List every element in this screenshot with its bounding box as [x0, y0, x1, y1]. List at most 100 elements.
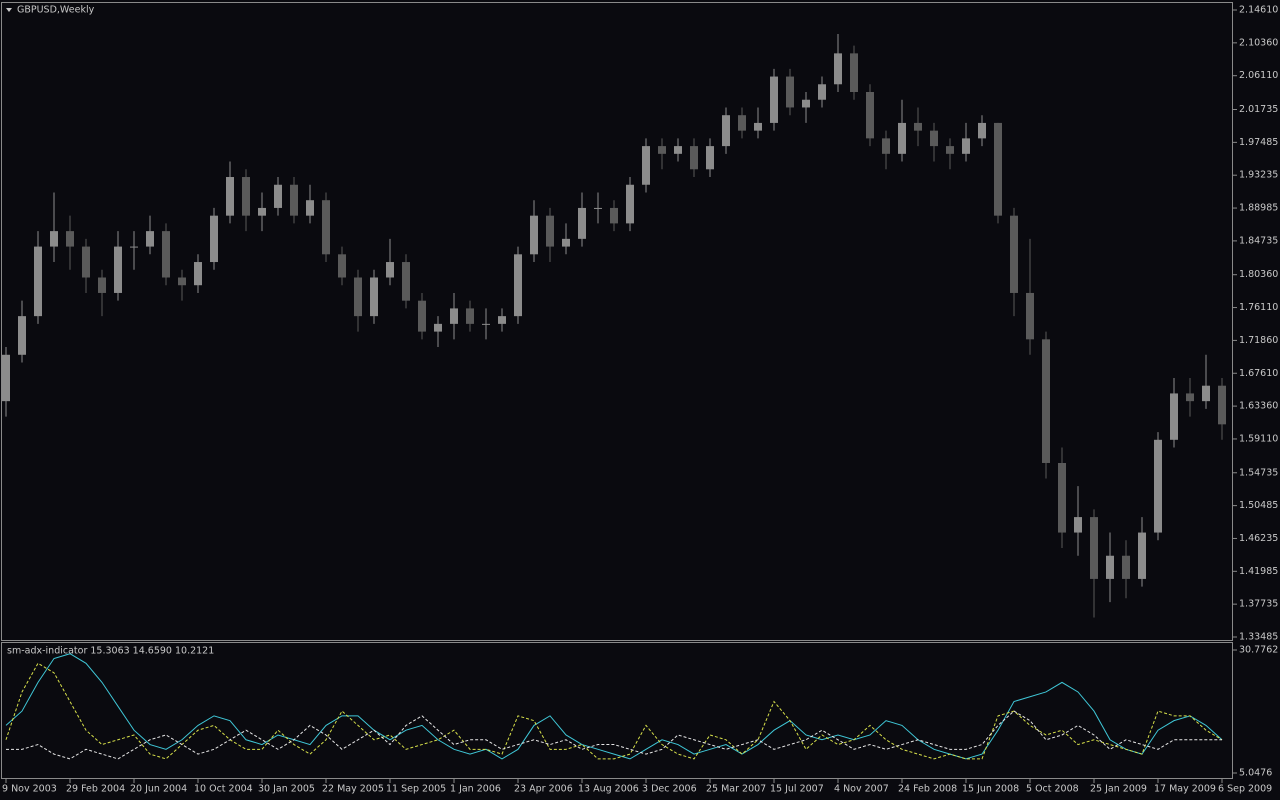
x-tick-label: 5 Oct 2008 — [1026, 784, 1079, 795]
candle-body — [146, 231, 154, 247]
x-tick-label: 20 Jun 2004 — [130, 784, 187, 795]
y-tick-label: 1.97485 — [1239, 137, 1278, 148]
y-tick-label: 1.63360 — [1239, 401, 1278, 412]
candle-body — [402, 262, 410, 301]
x-tick-label: 6 Sep 2009 — [1218, 784, 1272, 795]
candle-body — [450, 308, 458, 324]
candle-body — [978, 122, 986, 139]
indicator-panel — [1, 642, 1233, 779]
candle-body — [594, 207, 602, 209]
candle-body — [770, 76, 778, 123]
candle-body — [1074, 517, 1082, 533]
candle-body — [386, 262, 394, 278]
x-tick-label: 10 Oct 2004 — [194, 784, 253, 795]
y-tick-label: 1.84735 — [1239, 235, 1278, 246]
candle-body — [882, 138, 890, 154]
x-tick-label: 4 Nov 2007 — [834, 784, 889, 795]
candle-body — [66, 231, 74, 247]
candle-body — [1058, 462, 1066, 533]
candle-body — [1106, 555, 1114, 579]
x-tick-label: 3 Dec 2006 — [642, 784, 697, 795]
y-tick-label: 2.06110 — [1239, 70, 1278, 81]
candle-body — [674, 146, 682, 154]
candle-body — [946, 146, 954, 154]
x-tick-label: 1 Jan 2006 — [450, 784, 501, 795]
x-tick-label: 17 May 2009 — [1154, 784, 1216, 795]
candle-body — [610, 207, 618, 224]
candle-body — [498, 316, 506, 324]
candle-body — [898, 122, 906, 154]
candle-body — [546, 215, 554, 247]
candle-body — [50, 231, 58, 247]
x-tick-label: 23 Apr 2006 — [514, 784, 573, 795]
y-tick-label: 1.76110 — [1239, 302, 1278, 313]
candle-body — [786, 76, 794, 108]
candle-body — [802, 99, 810, 108]
candle-body — [18, 316, 26, 355]
candle-body — [866, 92, 874, 139]
candle-body — [290, 184, 298, 216]
candle-body — [930, 130, 938, 147]
y-tick-label: 1.41985 — [1239, 566, 1278, 577]
candle-body — [482, 323, 490, 325]
candle-body — [1042, 339, 1050, 463]
candle-body — [1170, 393, 1178, 440]
candle-body — [1138, 532, 1146, 579]
candle-body — [834, 53, 842, 85]
indicator-title: sm-adx-indicator 15.3063 14.6590 10.2121 — [7, 646, 214, 657]
candle-body — [114, 246, 122, 293]
y-tick-label: 1.54735 — [1239, 467, 1278, 478]
candle-body — [642, 146, 650, 185]
candle-body — [626, 184, 634, 224]
candle-body — [1202, 385, 1210, 402]
candle-body — [354, 277, 362, 317]
candle-body — [82, 246, 90, 278]
chart-title: GBPUSD,Weekly — [17, 5, 95, 16]
candle-body — [274, 184, 282, 208]
candle-body — [322, 200, 330, 255]
x-tick-label: 11 Sep 2005 — [386, 784, 446, 795]
candle-body — [130, 246, 138, 248]
candle-body — [178, 277, 186, 286]
x-tick-label: 9 Nov 2003 — [2, 784, 57, 795]
candle-body — [914, 122, 922, 131]
candle-body — [578, 207, 586, 239]
x-tick-label: 25 Jan 2009 — [1090, 784, 1147, 795]
y-tick-label: 2.14610 — [1239, 5, 1278, 16]
candle-body — [418, 300, 426, 332]
x-tick-label: 22 May 2005 — [322, 784, 384, 795]
candle-body — [98, 277, 106, 293]
candle-body — [658, 146, 666, 154]
candle-body — [514, 254, 522, 317]
y-tick-label: 1.33485 — [1239, 632, 1278, 643]
candle-body — [1218, 385, 1226, 425]
candle-body — [466, 308, 474, 324]
y-tick-label: 5.0476 — [1239, 768, 1272, 779]
y-tick-label: 30.7762 — [1239, 645, 1278, 656]
candle-body — [370, 277, 378, 317]
y-tick-label: 2.10360 — [1239, 37, 1278, 48]
candle-body — [1122, 555, 1130, 579]
candle-body — [226, 177, 234, 216]
candle-body — [1090, 517, 1098, 579]
y-tick-label: 1.37735 — [1239, 599, 1278, 610]
candle-body — [434, 323, 442, 332]
y-tick-label: 1.80360 — [1239, 269, 1278, 280]
candle-body — [722, 115, 730, 147]
price-panel — [1, 2, 1233, 641]
indicator-line — [5, 662, 1223, 760]
menu-arrow[interactable] — [6, 8, 12, 12]
candle-body — [1026, 292, 1034, 340]
x-tick-label: 30 Jan 2005 — [258, 784, 315, 795]
x-tick-label: 29 Feb 2004 — [66, 784, 125, 795]
candle-body — [1010, 215, 1018, 293]
candle-body — [194, 262, 202, 286]
candle-body — [690, 146, 698, 170]
candle-body — [562, 238, 570, 247]
y-tick-label: 1.59110 — [1239, 433, 1278, 444]
candle-body — [338, 254, 346, 278]
candle-body — [34, 246, 42, 317]
